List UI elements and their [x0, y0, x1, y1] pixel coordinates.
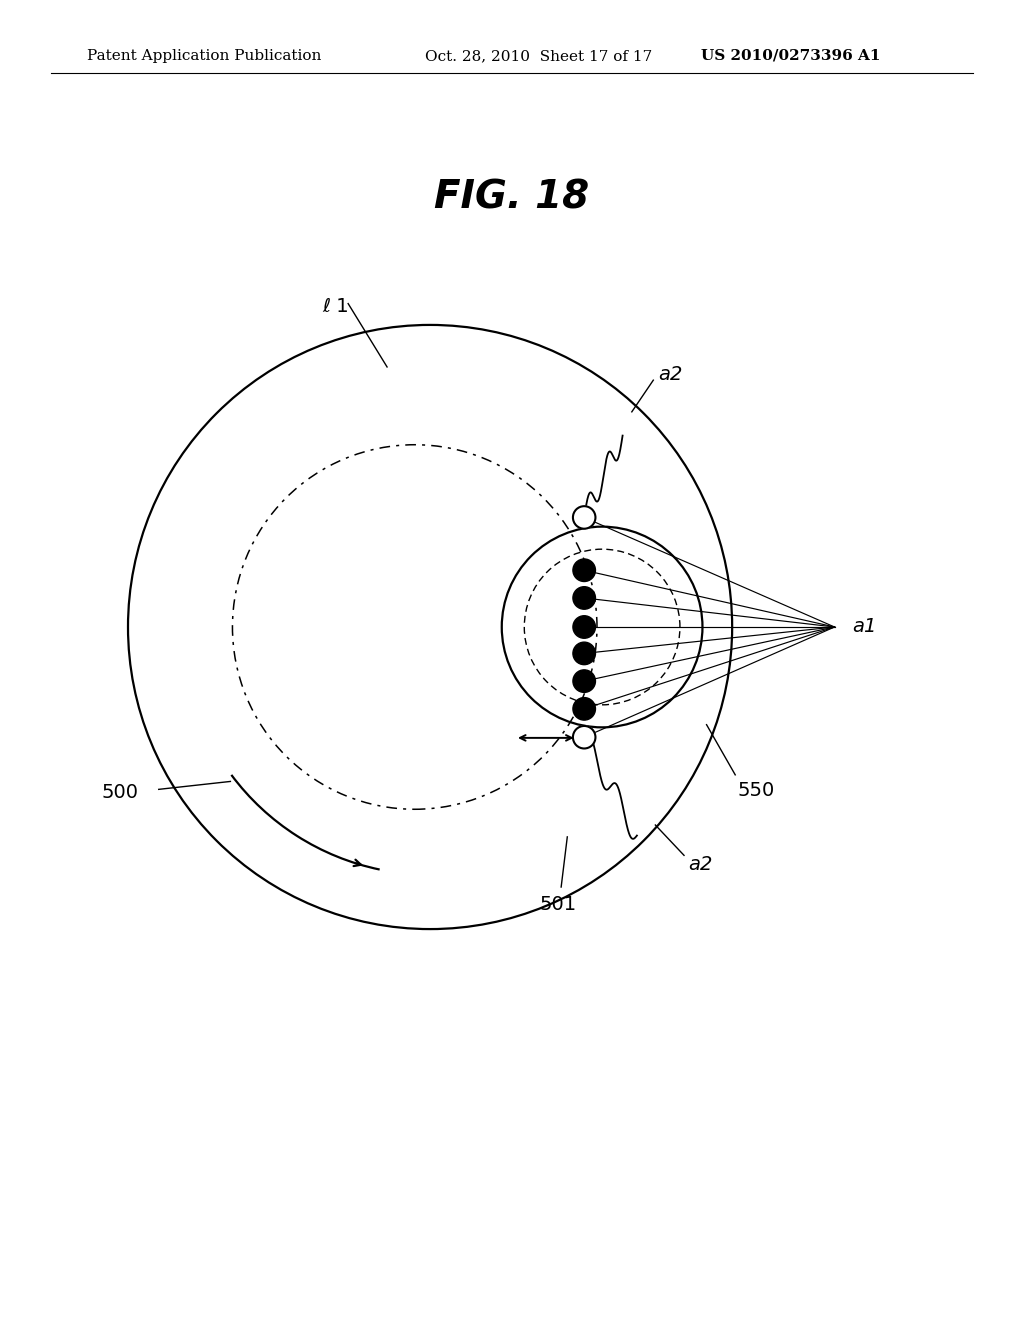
Ellipse shape	[572, 586, 596, 610]
Text: Oct. 28, 2010  Sheet 17 of 17: Oct. 28, 2010 Sheet 17 of 17	[425, 49, 652, 63]
Ellipse shape	[572, 726, 596, 748]
Text: US 2010/0273396 A1: US 2010/0273396 A1	[701, 49, 881, 63]
Text: a2: a2	[688, 855, 713, 874]
Text: a1: a1	[852, 618, 877, 636]
Text: 501: 501	[540, 895, 577, 913]
Text: Patent Application Publication: Patent Application Publication	[87, 49, 322, 63]
Ellipse shape	[572, 669, 596, 693]
Text: 550: 550	[737, 781, 774, 800]
Text: a2: a2	[658, 366, 683, 384]
Text: FIG. 18: FIG. 18	[434, 178, 590, 216]
Ellipse shape	[572, 506, 596, 529]
Ellipse shape	[572, 615, 596, 639]
Text: ℓ 1: ℓ 1	[323, 297, 349, 315]
Ellipse shape	[572, 558, 596, 582]
Ellipse shape	[572, 642, 596, 665]
Ellipse shape	[572, 697, 596, 721]
Text: 500: 500	[101, 783, 138, 801]
